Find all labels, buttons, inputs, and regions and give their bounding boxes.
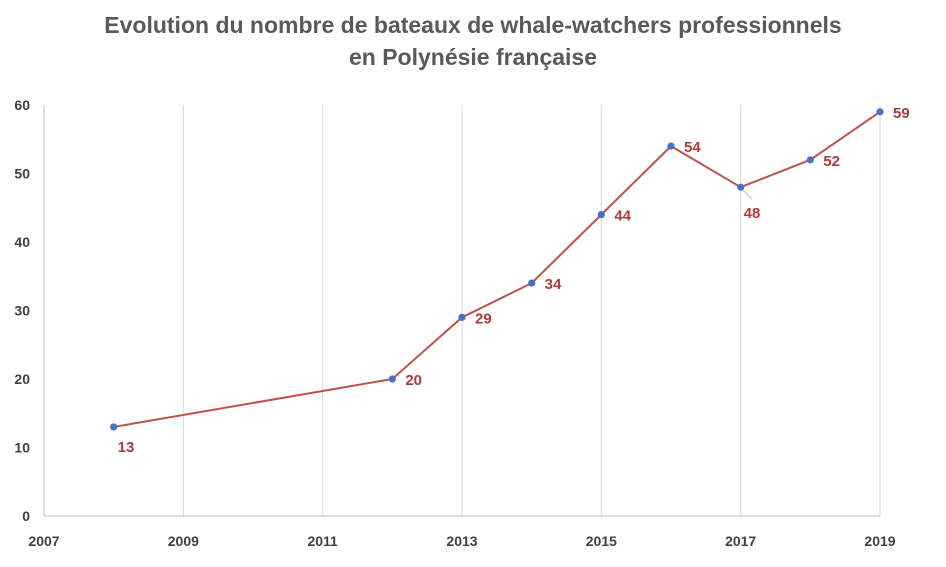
y-tick-label-40: 40 [14,234,30,250]
chart-title-line-2: en Polynésie française [348,44,597,70]
data-point-2014 [528,279,536,287]
x-tick-label-2015: 2015 [586,533,617,549]
data-label-2017: 48 [744,205,761,222]
x-tick-label-2013: 2013 [446,533,477,549]
data-point-2013 [458,313,466,321]
x-tick-label-2019: 2019 [864,533,895,549]
data-label-2014: 34 [545,276,562,293]
data-label-2012: 20 [405,372,422,389]
x-tick-label-2009: 2009 [168,533,199,549]
x-tick-label-2017: 2017 [725,533,756,549]
y-tick-label-20: 20 [14,371,30,387]
data-label-2015: 44 [614,208,631,225]
data-label-2008: 13 [118,439,135,456]
data-point-2019 [876,108,884,116]
series-line [113,111,881,428]
data-label-2013: 29 [475,310,492,327]
data-label-2019: 59 [893,105,910,122]
chart-title: Evolution du nombre de bateaux de whale-… [104,12,842,38]
x-tick-label-2011: 2011 [307,533,338,549]
data-point-2015 [597,211,605,219]
data-point-2008 [110,423,118,431]
data-label-2018: 52 [823,153,840,170]
x-tick-label-2007: 2007 [28,533,59,549]
data-point-2017 [737,183,745,191]
data-point-2016 [667,142,675,150]
y-tick-label-30: 30 [14,303,30,319]
data-point-2012 [388,375,396,383]
y-tick-label-60: 60 [14,97,30,113]
data-label-2016: 54 [684,139,701,156]
data-point-2018 [806,156,814,164]
y-tick-label-50: 50 [14,166,30,182]
y-tick-label-10: 10 [14,440,30,456]
y-tick-label-0: 0 [22,508,30,524]
